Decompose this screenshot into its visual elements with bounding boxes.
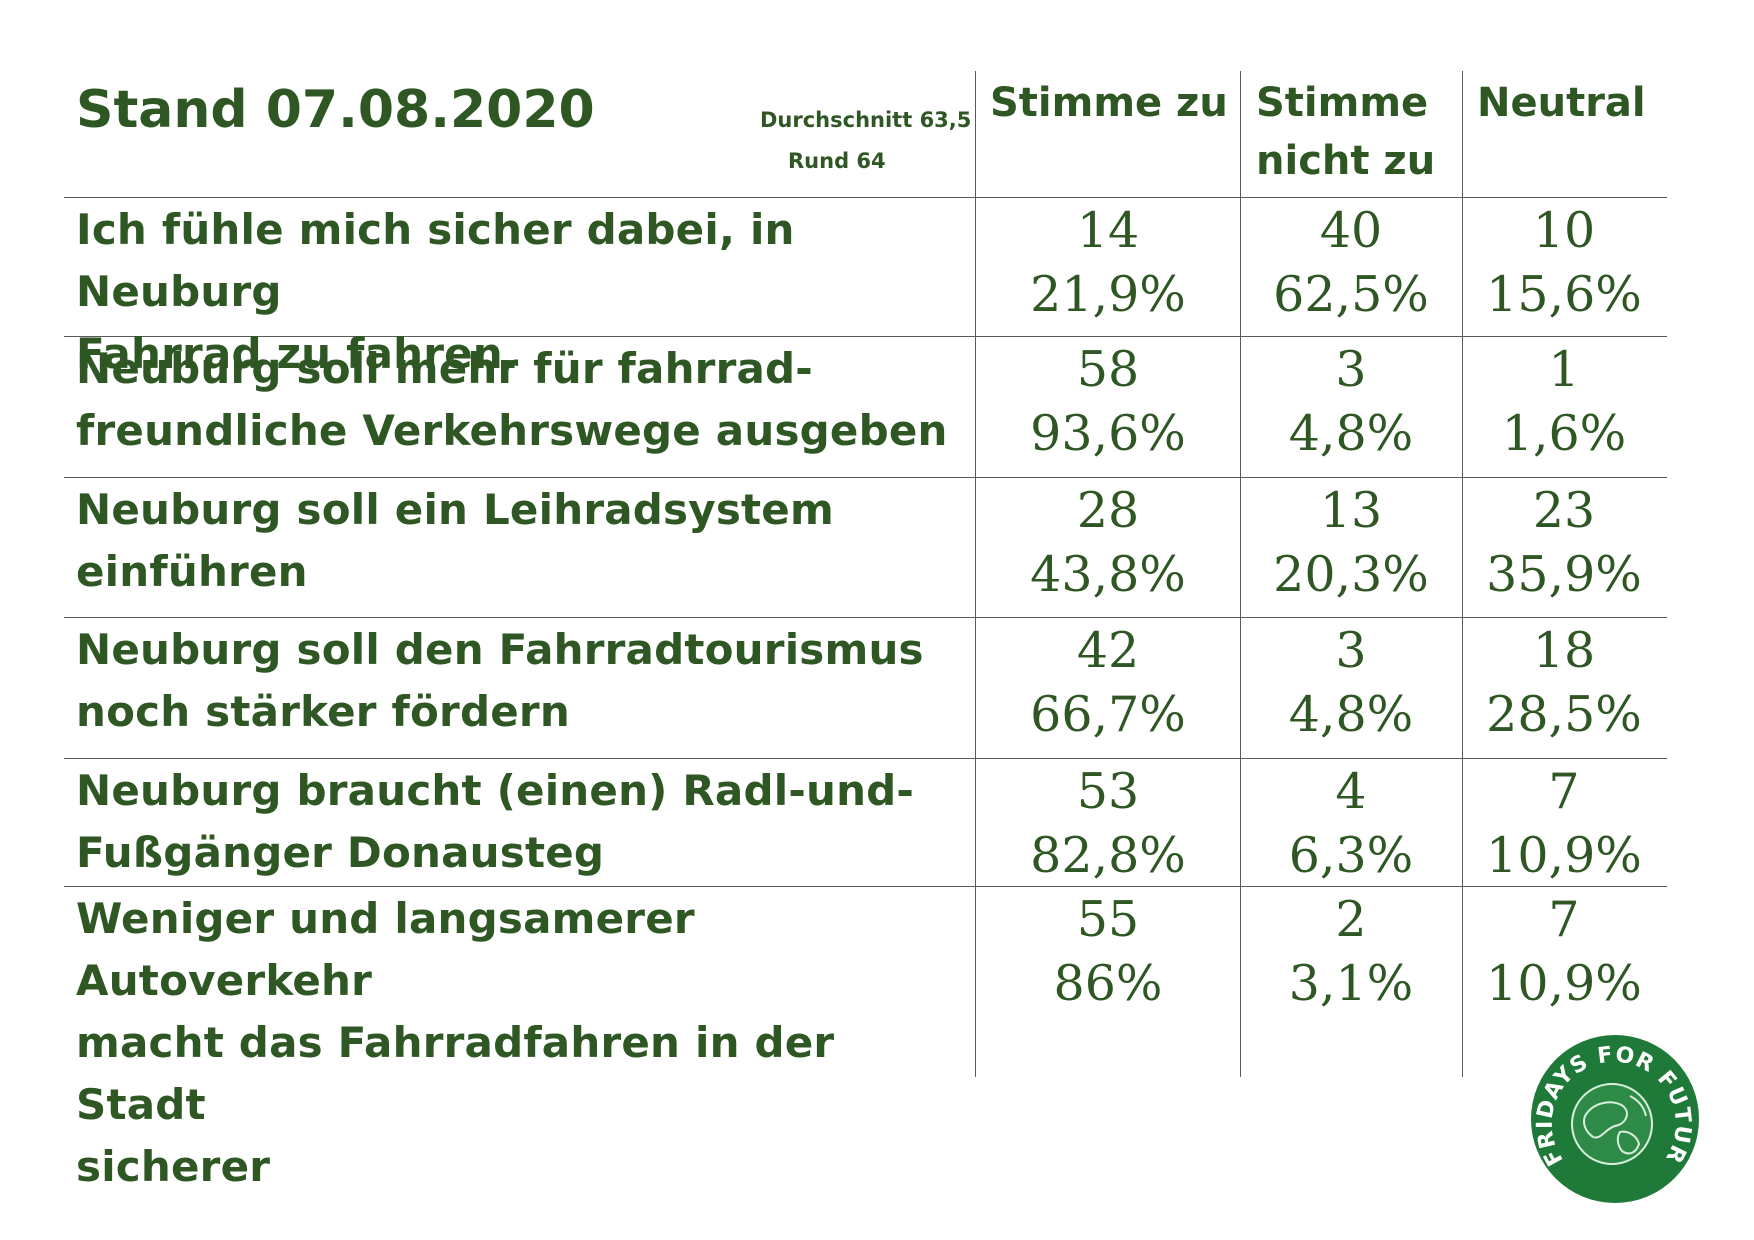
cell-percent: 10,9% <box>1486 955 1642 1012</box>
row-label-line: macht das Fahrradfahren in der Stadt <box>76 1018 835 1129</box>
table-title: Stand 07.08.2020 <box>76 80 595 140</box>
cell-percent: 6,3% <box>1288 827 1414 884</box>
cell-percent: 15,6% <box>1486 266 1642 323</box>
continent-outline <box>1583 1101 1628 1139</box>
cell-count: 10 <box>1532 202 1596 259</box>
cell-agree: 53 82,8% <box>978 760 1238 888</box>
cell-neutral: 18 28,5% <box>1464 619 1664 747</box>
cell-disagree: 2 3,1% <box>1241 888 1461 1016</box>
cell-agree: 58 93,6% <box>978 338 1238 466</box>
cell-agree: 42 66,7% <box>978 619 1238 747</box>
cell-count: 4 <box>1335 763 1367 820</box>
cell-count: 18 <box>1532 622 1596 679</box>
cell-count: 2 <box>1335 891 1367 948</box>
cell-percent: 3,1% <box>1288 955 1414 1012</box>
row-label-line: Neuburg soll den Fahrradtourismus <box>76 625 924 674</box>
cell-neutral: 23 35,9% <box>1464 479 1664 607</box>
cell-agree: 28 43,8% <box>978 479 1238 607</box>
column-header-disagree: Stimme nicht zu <box>1256 74 1435 190</box>
row-label-line: sicherer <box>76 1142 271 1191</box>
cell-percent: 10,9% <box>1486 827 1642 884</box>
cell-percent: 86% <box>1053 955 1163 1012</box>
cell-count: 28 <box>1076 482 1140 539</box>
cell-count: 23 <box>1532 482 1596 539</box>
cell-count: 42 <box>1076 622 1140 679</box>
row-label-line: Neuburg soll mehr für fahrrad- <box>76 344 813 393</box>
column-divider <box>975 71 976 1077</box>
column-divider <box>1462 71 1463 1077</box>
column-header-line: nicht zu <box>1256 138 1436 184</box>
cell-disagree: 40 62,5% <box>1241 199 1461 327</box>
column-header-agree: Stimme zu <box>990 74 1228 132</box>
row-label: Neuburg soll den Fahrradtourismus noch st… <box>76 619 976 743</box>
continent-outline <box>1629 1095 1647 1117</box>
cell-count: 53 <box>1076 763 1140 820</box>
cell-count: 3 <box>1335 341 1367 398</box>
cell-disagree: 4 6,3% <box>1241 760 1461 888</box>
average-note: Durchschnitt 63,5 <box>760 108 972 132</box>
cell-count: 13 <box>1319 482 1383 539</box>
row-label-line: Neuburg soll ein Leihradsystem <box>76 485 834 534</box>
row-label-line: Neuburg braucht (einen) Radl-und- <box>76 766 915 815</box>
cell-neutral: 1 1,6% <box>1464 338 1664 466</box>
cell-agree: 55 86% <box>978 888 1238 1016</box>
row-label-line: noch stärker fördern <box>76 687 570 736</box>
cell-count: 7 <box>1548 763 1580 820</box>
row-divider <box>64 758 1667 759</box>
column-header-line: Stimme <box>1256 80 1429 126</box>
cell-percent: 35,9% <box>1486 546 1642 603</box>
row-label: Neuburg braucht (einen) Radl-und- Fußgäng… <box>76 760 976 884</box>
row-label-line: einführen <box>76 547 308 596</box>
cell-percent: 20,3% <box>1273 546 1429 603</box>
cell-count: 3 <box>1335 622 1367 679</box>
row-divider <box>64 336 1667 337</box>
row-label: Ich fühle mich sicher dabei, in Neuburg F… <box>76 199 976 385</box>
row-label: Weniger und langsamerer Autoverkehr macht… <box>76 888 976 1198</box>
fridays-for-future-logo: FRIDAYS FOR FUTURE <box>1530 1034 1699 1203</box>
cell-percent: 1,6% <box>1501 405 1627 462</box>
cell-neutral: 10 15,6% <box>1464 199 1664 327</box>
row-label: Neuburg soll mehr für fahrrad-freundlich… <box>76 338 976 462</box>
cell-disagree: 13 20,3% <box>1241 479 1461 607</box>
cell-disagree: 3 4,8% <box>1241 338 1461 466</box>
row-label-line: Ich fühle mich sicher dabei, in Neuburg <box>76 205 795 316</box>
cell-percent: 82,8% <box>1030 827 1186 884</box>
row-label-line: Fußgänger Donausteg <box>76 828 605 877</box>
row-label: Neuburg soll ein Leihradsystem einführen <box>76 479 976 603</box>
row-divider <box>64 617 1667 618</box>
column-divider <box>1240 71 1241 1077</box>
cell-neutral: 7 10,9% <box>1464 888 1664 1016</box>
cell-count: 7 <box>1548 891 1580 948</box>
column-header-line: Stimme zu <box>990 80 1228 126</box>
row-divider <box>64 197 1667 198</box>
cell-percent: 21,9% <box>1030 266 1186 323</box>
cell-percent: 4,8% <box>1288 405 1414 462</box>
row-label-line: freundliche Verkehrswege ausgeben <box>76 406 948 455</box>
row-label-line: Fahrrad zu fahren. <box>76 329 520 378</box>
cell-agree: 14 21,9% <box>978 199 1238 327</box>
continent-outline <box>1616 1130 1641 1155</box>
row-divider <box>64 886 1667 887</box>
row-label-line: Weniger und langsamerer Autoverkehr <box>76 894 695 1005</box>
cell-neutral: 7 10,9% <box>1464 760 1664 888</box>
column-header-line: Neutral <box>1477 80 1646 126</box>
rounded-note: Rund 64 <box>788 149 886 173</box>
column-header-neutral: Neutral <box>1477 74 1646 132</box>
cell-count: 14 <box>1076 202 1140 259</box>
cell-percent: 28,5% <box>1486 686 1642 743</box>
cell-percent: 66,7% <box>1030 686 1186 743</box>
cell-disagree: 3 4,8% <box>1241 619 1461 747</box>
row-divider <box>64 477 1667 478</box>
cell-percent: 93,6% <box>1030 405 1186 462</box>
cell-count: 55 <box>1076 891 1140 948</box>
cell-count: 40 <box>1319 202 1383 259</box>
cell-count: 1 <box>1548 341 1580 398</box>
cell-percent: 62,5% <box>1273 266 1429 323</box>
cell-percent: 4,8% <box>1288 686 1414 743</box>
cell-percent: 43,8% <box>1030 546 1186 603</box>
globe-icon <box>1571 1083 1653 1165</box>
cell-count: 58 <box>1076 341 1140 398</box>
